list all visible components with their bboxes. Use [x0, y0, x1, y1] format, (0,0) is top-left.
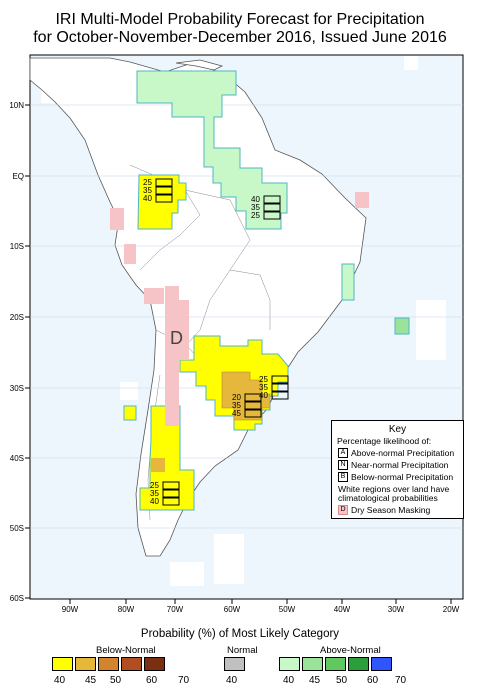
prob-amazon-below: 40 [143, 194, 152, 203]
dry-season-mask-cells [110, 192, 369, 426]
lat-label: 60S [10, 594, 24, 603]
prob-core-above: 20 [232, 393, 241, 402]
prob-se-normal: 35 [259, 383, 268, 392]
legend-below-swatch [98, 657, 119, 671]
prob-se-below: 40 [259, 391, 268, 400]
legend-below-tick: 40 [54, 675, 66, 686]
prob-amazon-above: 25 [143, 178, 152, 187]
dry-season-marker: D [170, 328, 183, 348]
lat-label: 10N [9, 101, 24, 110]
lon-label: 30W [388, 605, 405, 614]
legend-below-label: Below-Normal [96, 645, 156, 656]
above-normal-region-north [136, 70, 288, 230]
legend-below-swatch [75, 657, 96, 671]
legend-above-swatch [371, 657, 392, 671]
key-row-label: Dry Season Masking [351, 505, 431, 515]
below-normal-region-patagonia [139, 405, 195, 511]
legend-above-tick: 50 [336, 675, 348, 686]
prob-amazon-normal: 35 [143, 186, 152, 195]
legend-above-tick: 60 [367, 675, 379, 686]
key-letter-box: N [338, 460, 348, 470]
legend-above-tick: 45 [309, 675, 321, 686]
lat-label: EQ [12, 172, 24, 181]
lon-label: 40W [334, 605, 351, 614]
prob-se-above: 25 [259, 375, 268, 384]
legend-below-swatch [52, 657, 73, 671]
legend-normal-tick: 40 [226, 675, 238, 686]
legend-below-tick: 45 [85, 675, 97, 686]
above-normal-region-coast [341, 263, 355, 301]
legend-above-swatch [279, 657, 300, 671]
lat-label: 30S [10, 384, 24, 393]
lon-label: 80W [118, 605, 135, 614]
key-row-label: Near-normal Precipitation [351, 460, 449, 470]
latitude-labels: 10N EQ 10S 20S 30S 40S 50S 60S [9, 101, 24, 603]
lat-label: 20S [10, 313, 24, 322]
longitude-labels: 90W 80W 70W 60W 50W 40W 30W 20W [62, 605, 460, 614]
axis-ticks [25, 104, 452, 604]
cuba-island [175, 59, 224, 71]
prob-ne-normal: 35 [251, 203, 260, 212]
key-row-above: A Above-normal Precipitation [338, 448, 463, 458]
below-normal-region-core [221, 371, 271, 421]
prob-ne-below: 25 [251, 211, 260, 220]
key-subtitle: Percentage likelihood of: [337, 436, 432, 446]
prob-core-below: 45 [232, 409, 241, 418]
legend-normal-swatch [224, 657, 245, 671]
prob-patagonia-below: 40 [150, 497, 159, 506]
lon-label: 50W [279, 605, 296, 614]
legend-below-swatch [121, 657, 142, 671]
key-letter-box: B [338, 472, 348, 482]
map-title-line-1: IRI Multi-Model Probability Forecast for… [55, 11, 425, 28]
legend-title: Probability (%) of Most Likely Category [140, 628, 340, 640]
probability-glyph-labels: 25 35 40 40 35 25 25 35 40 20 35 45 25 3… [143, 178, 268, 506]
prob-ne-above: 40 [251, 195, 260, 204]
prob-patagonia-normal: 35 [150, 489, 159, 498]
below-normal-region-chile-core [151, 458, 165, 472]
lat-label: 10S [10, 242, 24, 251]
key-row-label: Above-normal Precipitation [351, 448, 455, 458]
key-white-note-line-2: climatological probabilities [338, 493, 438, 503]
legend-above-swatch [302, 657, 323, 671]
lat-label: 40S [10, 454, 24, 463]
key-white-note-line-1: White regions over land have [338, 484, 450, 494]
legend-above-swatch [325, 657, 346, 671]
lon-label: 60W [224, 605, 241, 614]
legend-below-tick: 50 [110, 675, 122, 686]
legend-normal-label: Normal [227, 645, 258, 656]
key-row-normal: N Near-normal Precipitation [338, 460, 463, 470]
map-title-line-2: for October-November-December 2016, Issu… [33, 29, 447, 46]
prob-core-normal: 35 [232, 401, 241, 410]
above-normal-region-ocean [394, 317, 410, 335]
prob-patagonia-above: 25 [150, 481, 159, 490]
legend-below-swatch [144, 657, 165, 671]
below-normal-region-small [123, 405, 137, 421]
legend-above-tick: 40 [283, 675, 295, 686]
probability-glyph-boxes [155, 178, 289, 506]
lat-label: 50S [10, 524, 24, 533]
key-title: Key [388, 424, 407, 435]
climatology-ocean-cells [41, 56, 446, 586]
legend-below-tick: 60 [146, 675, 158, 686]
map-key: Key Percentage likelihood of: A Above-no… [331, 420, 464, 519]
key-dry-box: D [338, 505, 348, 515]
key-white-note: White regions over land have climatologi… [338, 485, 463, 503]
key-row-dry-season: D Dry Season Masking [338, 505, 463, 515]
lon-label: 90W [62, 605, 79, 614]
legend-above-label: Above-Normal [320, 645, 381, 656]
key-row-below: B Below-normal Precipitation [338, 472, 463, 482]
legend-above-tick: 70 [395, 675, 407, 686]
key-letter-box: A [338, 448, 348, 458]
key-row-label: Below-normal Precipitation [351, 472, 454, 482]
lon-label: 70W [167, 605, 184, 614]
legend-below-tick: 70 [178, 675, 190, 686]
lon-label: 20W [443, 605, 460, 614]
legend-above-swatch [348, 657, 369, 671]
